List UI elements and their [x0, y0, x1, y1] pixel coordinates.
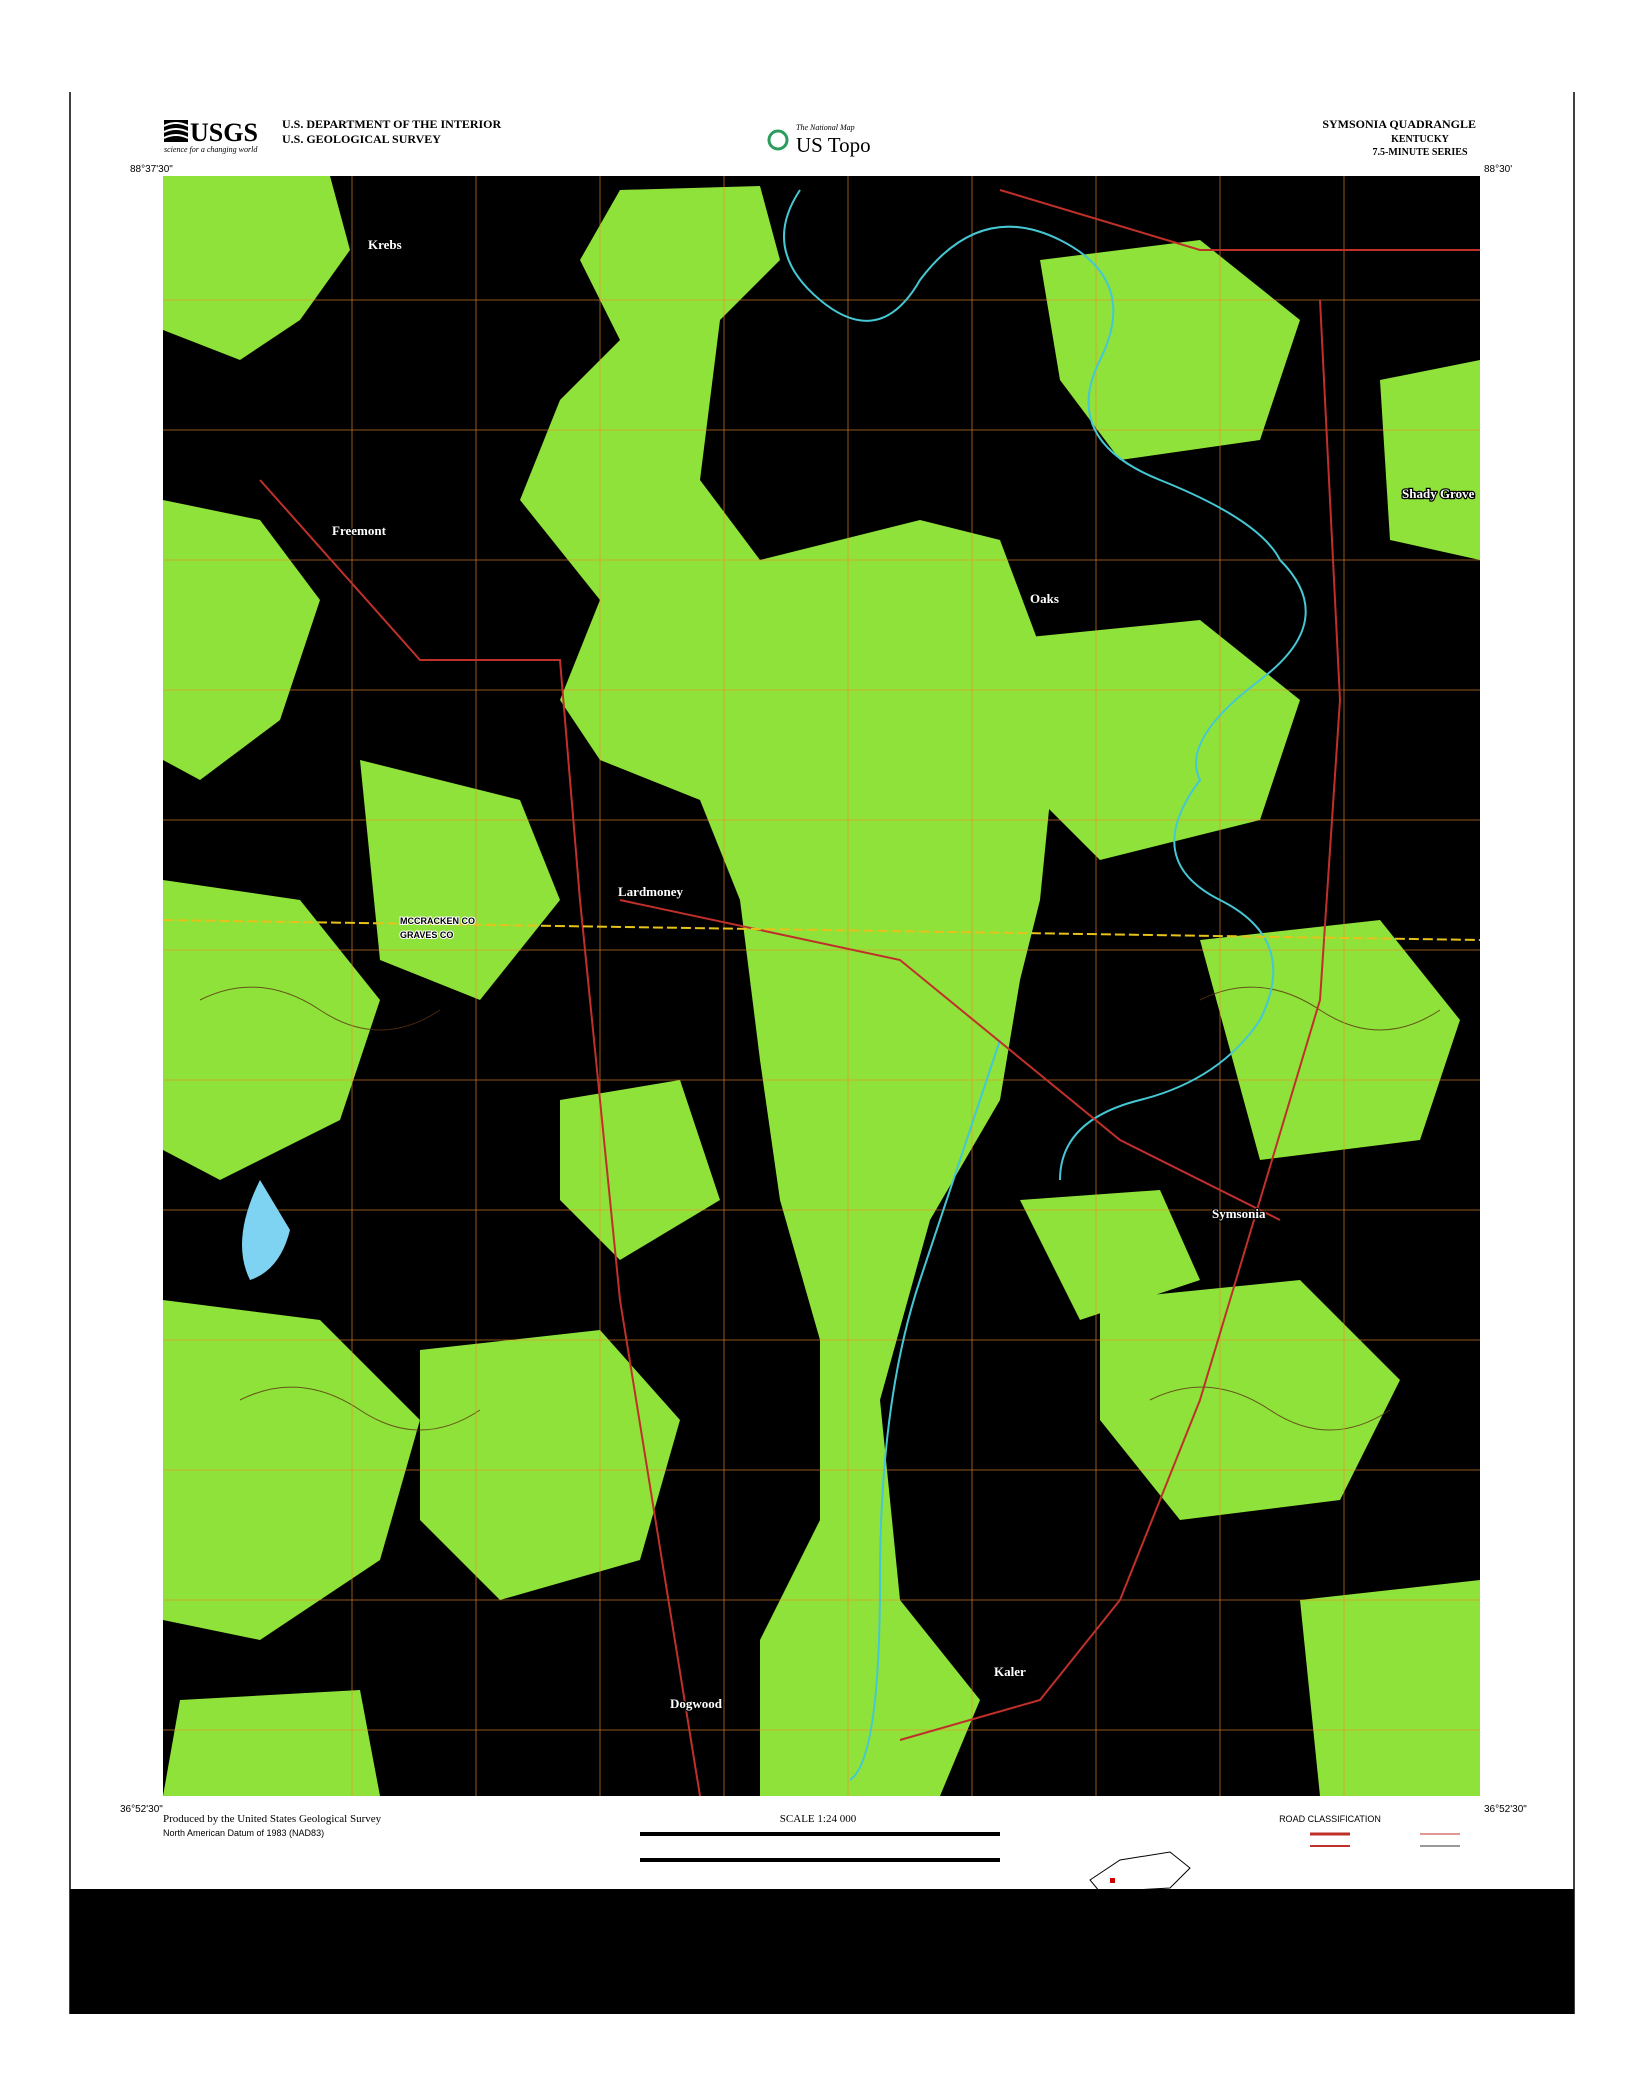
scale: SCALE 1:24 000 — [780, 1813, 857, 1825]
coordinate-label: 88°37'30" — [130, 164, 173, 175]
agency-line: U.S. DEPARTMENT OF THE INTERIOR — [282, 117, 502, 131]
county-label: GRAVES CO — [400, 930, 453, 940]
logo-subtitle: The National Map — [796, 123, 855, 132]
state: KENTUCKY — [1391, 134, 1450, 145]
place-label: Krebs — [368, 237, 402, 252]
bottom-band — [70, 1889, 1574, 2014]
logo-tagline: science for a changing world — [164, 145, 258, 154]
us-topo-logo: The National Map US Topo — [767, 123, 871, 157]
scale-bar — [640, 1832, 1000, 1862]
agency-line: U.S. GEOLOGICAL SURVEY — [282, 132, 441, 146]
map-body — [162, 176, 1481, 1797]
coordinate-label: 36°52'30" — [1484, 1804, 1527, 1815]
coordinate-label: 88°30' — [1484, 164, 1512, 175]
road-legend — [1310, 1832, 1460, 1847]
place-label: Dogwood — [670, 1696, 723, 1711]
place-label: Freemont — [332, 523, 387, 538]
legend-title: ROAD CLASSIFICATION — [1279, 1814, 1381, 1824]
place-label: Shady Grove — [1402, 486, 1475, 501]
datum-note: North American Datum of 1983 (NAD83) — [163, 1828, 324, 1838]
logo-title: US Topo — [796, 133, 871, 157]
logo-text: USGS — [190, 118, 258, 147]
place-label: Lardmoney — [618, 884, 684, 899]
place-label: Symsonia — [1212, 1206, 1266, 1221]
place-label: Oaks — [1030, 591, 1059, 606]
producer: Produced by the United States Geological… — [163, 1813, 382, 1825]
kentucky-locator — [1089, 1851, 1191, 1893]
county-label: MCCRACKEN CO — [400, 916, 475, 926]
usgs-logo: USGS science for a changing world — [163, 118, 258, 154]
place-label: Kaler — [994, 1664, 1026, 1679]
coordinate-label: 36°52'30" — [120, 1804, 163, 1815]
quadrangle-title: SYMSONIA QUADRANGLE — [1322, 117, 1476, 131]
series: 7.5-MINUTE SERIES — [1372, 147, 1467, 158]
